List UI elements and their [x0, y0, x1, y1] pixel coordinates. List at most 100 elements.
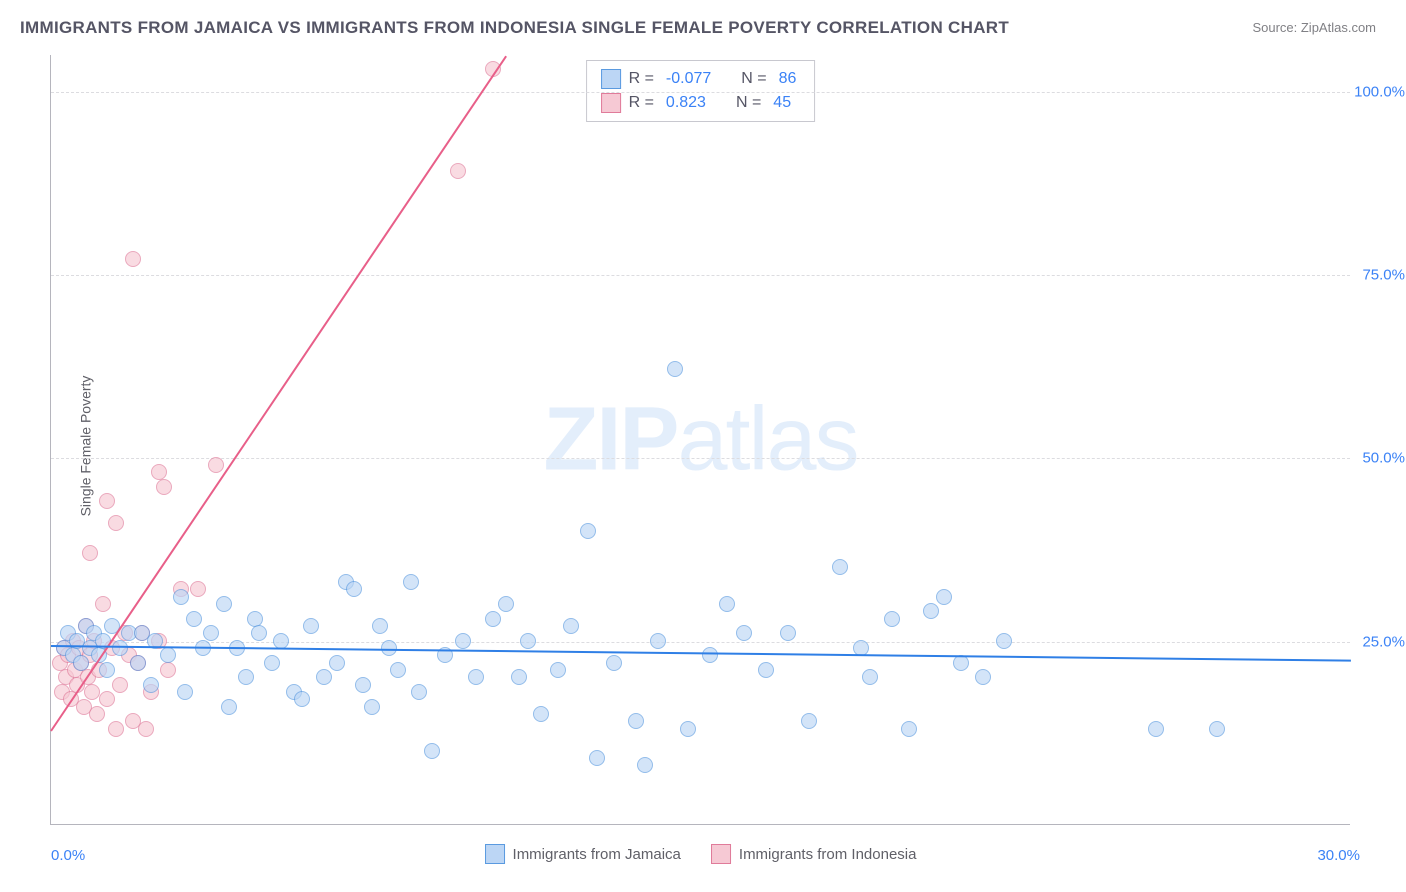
swatch-series1	[601, 69, 621, 89]
point-series1	[801, 713, 817, 729]
n-label: N =	[741, 70, 766, 88]
point-series1	[758, 662, 774, 678]
point-series1	[264, 655, 280, 671]
legend-item: Immigrants from Indonesia	[711, 844, 917, 864]
watermark-thin: atlas	[677, 389, 857, 489]
plot-area: ZIPatlas R = -0.077 N = 86 R = 0.823 N =…	[50, 55, 1350, 825]
n-value: 45	[773, 94, 791, 112]
r-label: R =	[629, 94, 654, 112]
point-series1	[533, 706, 549, 722]
legend-item: Immigrants from Jamaica	[485, 844, 681, 864]
point-series1	[130, 655, 146, 671]
n-value: 86	[779, 70, 797, 88]
swatch-series2	[711, 844, 731, 864]
point-series1	[680, 721, 696, 737]
point-series1	[390, 662, 406, 678]
point-series1	[294, 691, 310, 707]
point-series2	[82, 545, 98, 561]
point-series1	[862, 669, 878, 685]
point-series1	[520, 633, 536, 649]
point-series1	[251, 625, 267, 641]
point-series1	[563, 618, 579, 634]
chart-title: IMMIGRANTS FROM JAMAICA VS IMMIGRANTS FR…	[20, 18, 1009, 38]
point-series2	[112, 677, 128, 693]
point-series1	[73, 655, 89, 671]
point-series1	[316, 669, 332, 685]
point-series1	[485, 611, 501, 627]
point-series1	[372, 618, 388, 634]
point-series2	[99, 493, 115, 509]
point-series1	[186, 611, 202, 627]
point-series1	[203, 625, 219, 641]
point-series2	[208, 457, 224, 473]
point-series1	[364, 699, 380, 715]
point-series1	[650, 633, 666, 649]
chart-container: IMMIGRANTS FROM JAMAICA VS IMMIGRANTS FR…	[0, 0, 1406, 892]
point-series1	[99, 662, 115, 678]
point-series1	[628, 713, 644, 729]
point-series2	[125, 251, 141, 267]
point-series1	[780, 625, 796, 641]
point-series2	[99, 691, 115, 707]
trendline-series1	[51, 645, 1351, 662]
x-tick-max: 30.0%	[1317, 847, 1360, 864]
point-series1	[901, 721, 917, 737]
y-tick-label: 50.0%	[1362, 450, 1405, 467]
r-value: -0.077	[666, 70, 711, 88]
watermark: ZIPatlas	[543, 388, 857, 491]
point-series1	[589, 750, 605, 766]
series1-label: Immigrants from Jamaica	[513, 846, 681, 863]
point-series1	[329, 655, 345, 671]
point-series2	[190, 581, 206, 597]
n-label: N =	[736, 94, 761, 112]
point-series2	[151, 464, 167, 480]
point-series1	[667, 361, 683, 377]
point-series1	[177, 684, 193, 700]
point-series1	[112, 640, 128, 656]
point-series1	[173, 589, 189, 605]
point-series2	[138, 721, 154, 737]
r-label: R =	[629, 70, 654, 88]
gridline	[51, 275, 1350, 276]
point-series2	[108, 515, 124, 531]
point-series1	[346, 581, 362, 597]
r-value: 0.823	[666, 94, 706, 112]
x-tick-min: 0.0%	[51, 847, 85, 864]
series-legend: Immigrants from Jamaica Immigrants from …	[485, 844, 917, 864]
point-series1	[160, 647, 176, 663]
point-series1	[606, 655, 622, 671]
point-series1	[511, 669, 527, 685]
point-series1	[719, 596, 735, 612]
watermark-bold: ZIP	[543, 389, 677, 489]
point-series1	[424, 743, 440, 759]
point-series1	[411, 684, 427, 700]
point-series1	[996, 633, 1012, 649]
point-series1	[221, 699, 237, 715]
point-series1	[216, 596, 232, 612]
y-tick-label: 100.0%	[1354, 83, 1405, 100]
point-series1	[1209, 721, 1225, 737]
point-series1	[1148, 721, 1164, 737]
point-series1	[403, 574, 419, 590]
series2-label: Immigrants from Indonesia	[739, 846, 917, 863]
point-series2	[84, 684, 100, 700]
legend-row: R = -0.077 N = 86	[601, 67, 801, 91]
point-series1	[498, 596, 514, 612]
point-series2	[450, 163, 466, 179]
point-series1	[273, 633, 289, 649]
point-series1	[637, 757, 653, 773]
point-series1	[455, 633, 471, 649]
point-series1	[923, 603, 939, 619]
swatch-series2	[601, 93, 621, 113]
point-series2	[95, 596, 111, 612]
point-series1	[143, 677, 159, 693]
point-series1	[550, 662, 566, 678]
legend-row: R = 0.823 N = 45	[601, 91, 801, 115]
point-series1	[355, 677, 371, 693]
point-series2	[156, 479, 172, 495]
point-series1	[247, 611, 263, 627]
point-series1	[468, 669, 484, 685]
point-series1	[303, 618, 319, 634]
source-attribution: Source: ZipAtlas.com	[1252, 20, 1376, 35]
point-series1	[832, 559, 848, 575]
